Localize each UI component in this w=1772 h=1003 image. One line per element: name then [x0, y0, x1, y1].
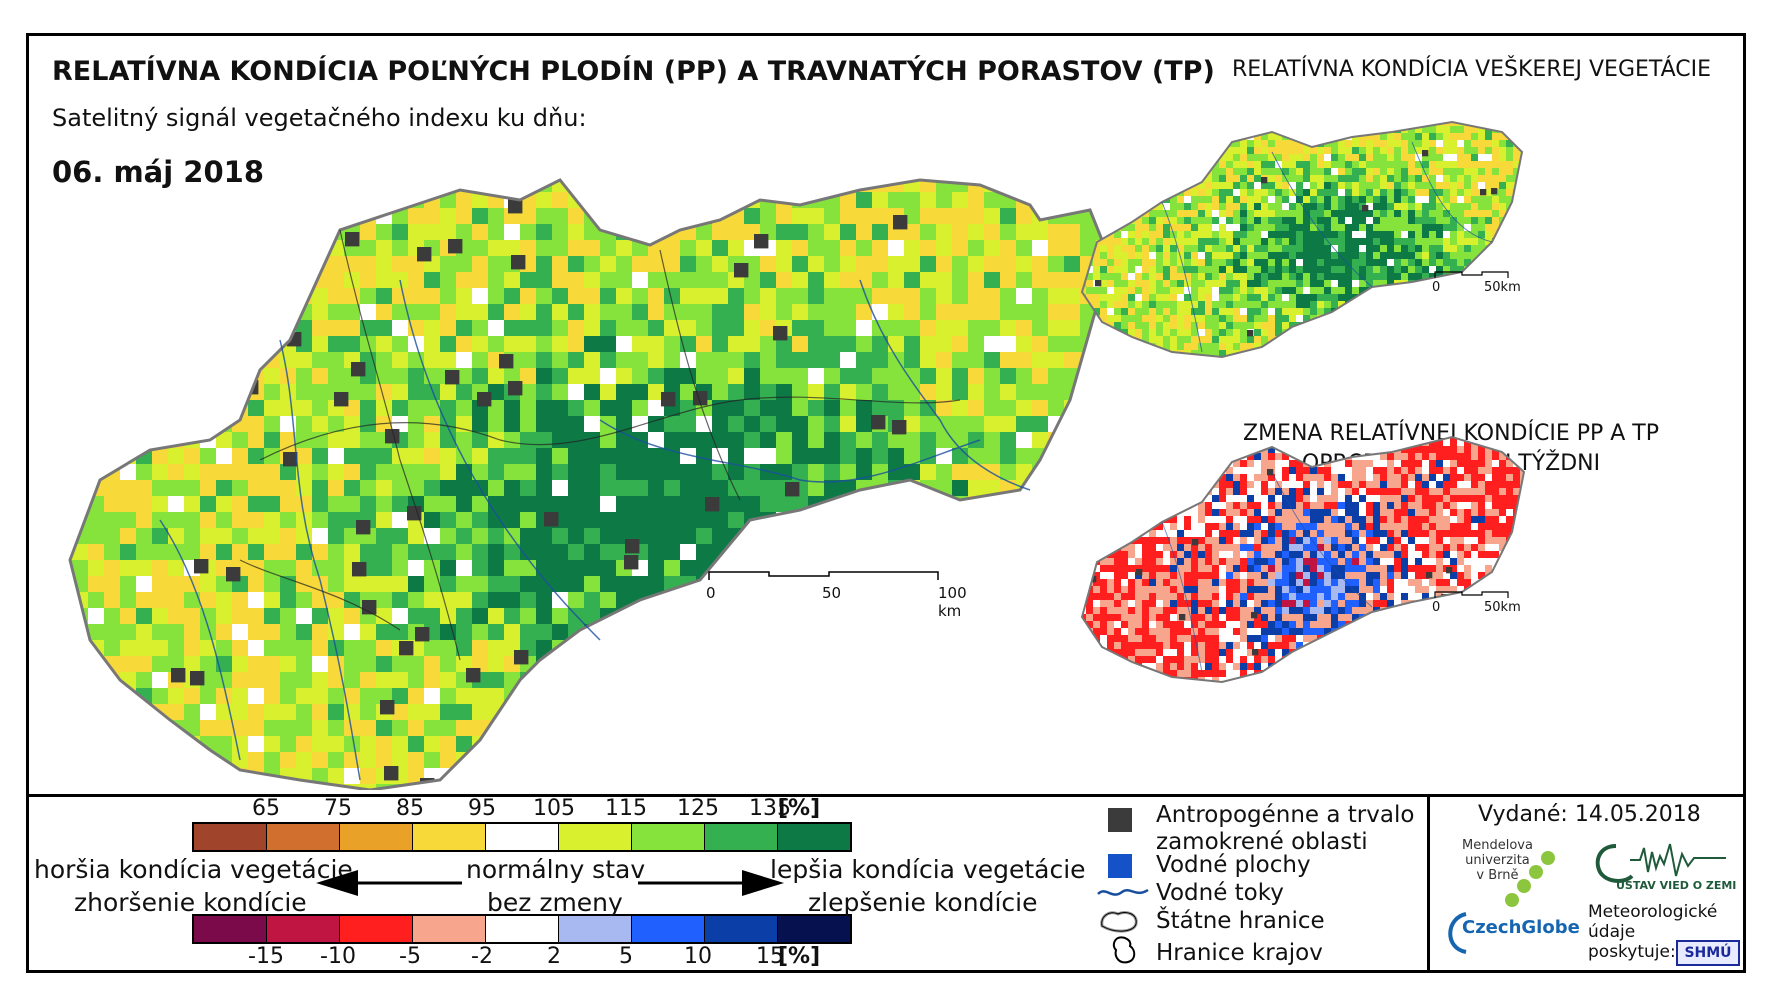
region-borders-label: Hranice krajov — [1156, 940, 1323, 966]
change-unit: [%] — [778, 944, 821, 969]
ramp-swatch — [413, 824, 486, 850]
anthropogenic-swatch — [1108, 808, 1132, 832]
anthropogenic-label: Antropogénne a trvalo zamokrené oblasti — [1156, 802, 1415, 855]
ramp-label: 65 — [252, 796, 280, 821]
normal-state-label: normálny stav — [466, 855, 646, 884]
footer-separator — [1427, 796, 1430, 973]
worse-condition-label: horšia kondícia vegetácie — [34, 855, 353, 884]
ramp-label: -2 — [471, 944, 493, 969]
ramp-label: -10 — [320, 944, 356, 969]
ramp-label: 5 — [619, 944, 633, 969]
ramp-swatch — [632, 916, 705, 942]
ramp-label: 10 — [684, 944, 712, 969]
ramp-swatch — [486, 916, 559, 942]
issued-date: Vydané: 14.05.2018 — [1478, 802, 1701, 827]
region-border-icon — [1112, 936, 1136, 964]
mendel-university-logo: Mendelova univerzita v Brně — [1462, 838, 1533, 883]
water-stream-icon — [1097, 888, 1149, 896]
change-color-ramp — [192, 914, 852, 944]
improvement-label: zlepšenie kondície — [808, 888, 1038, 917]
mendel-dots-icon — [1505, 851, 1555, 907]
ramp-swatch — [705, 916, 778, 942]
water-area-swatch — [1108, 854, 1132, 878]
condition-change-map — [1081, 436, 1525, 683]
worsening-label: zhoršenie kondície — [74, 888, 307, 917]
czechglobe-logo: CzechGlobe — [1462, 917, 1580, 938]
ramp-label: 115 — [605, 796, 647, 821]
ramp-label: 15 — [756, 944, 784, 969]
ramp-swatch — [194, 916, 267, 942]
ramp-swatch — [632, 824, 705, 850]
ramp-label: 2 — [547, 944, 561, 969]
vegetation-condition-map — [1081, 121, 1523, 358]
ramp-swatch — [340, 916, 413, 942]
ramp-swatch — [413, 916, 486, 942]
state-border-icon — [1100, 910, 1138, 933]
ramp-label: -5 — [399, 944, 421, 969]
ramp-swatch — [705, 824, 778, 850]
condition-unit: [%] — [778, 796, 821, 821]
ustav-vied-logo: ÚSTAV VIED O ZEMI — [1616, 879, 1737, 892]
better-condition-label: lepšia kondícia vegetácie — [770, 855, 1086, 884]
ramp-swatch — [559, 916, 632, 942]
legend-separator — [26, 794, 1746, 797]
arrow-left-icon — [316, 870, 462, 896]
ustav-vied-logo-icon — [1595, 843, 1726, 883]
main-condition-map — [68, 178, 1112, 790]
ramp-swatch — [778, 916, 850, 942]
condition-color-ramp — [192, 822, 852, 852]
ramp-label: 135 — [749, 796, 791, 821]
ramp-swatch — [194, 824, 267, 850]
no-change-label: bez zmeny — [487, 888, 623, 917]
ramp-label: 85 — [396, 796, 424, 821]
ramp-swatch — [267, 916, 340, 942]
ramp-swatch — [486, 824, 559, 850]
ramp-label: 125 — [677, 796, 719, 821]
czechglobe-arc-icon — [1448, 912, 1467, 954]
observation-date: 06. máj 2018 — [52, 155, 265, 189]
ramp-swatch — [778, 824, 850, 850]
ramp-label: 95 — [468, 796, 496, 821]
scale-end-label: 100 km — [938, 584, 967, 620]
ramp-swatch — [267, 824, 340, 850]
page-title: RELATÍVNA KONDÍCIA POĽNÝCH PLODÍN (PP) A… — [52, 56, 1215, 87]
shmu-logo: SHMÚ — [1676, 940, 1740, 966]
ramp-swatch — [340, 824, 413, 850]
ramp-label: -15 — [248, 944, 284, 969]
arrow-right-icon — [638, 870, 784, 896]
meteo-data-provider: Meteorologické údaje poskytuje: — [1588, 902, 1718, 962]
map-frame — [26, 33, 1746, 973]
state-borders-label: Štátne hranice — [1156, 908, 1325, 934]
ramp-swatch — [559, 824, 632, 850]
ramp-label: 105 — [533, 796, 575, 821]
water-areas-label: Vodné plochy — [1156, 852, 1311, 878]
scale-mid-label: 50 — [822, 584, 842, 602]
ramp-label: 75 — [324, 796, 352, 821]
water-streams-label: Vodné toky — [1156, 880, 1284, 906]
scale-start-label: 0 — [706, 584, 716, 602]
vegetation-map-title: RELATÍVNA KONDÍCIA VEŠKEREJ VEGETÁCIE — [1232, 57, 1712, 82]
page-subtitle: Satelitný signál vegetačného indexu ku d… — [52, 104, 587, 132]
